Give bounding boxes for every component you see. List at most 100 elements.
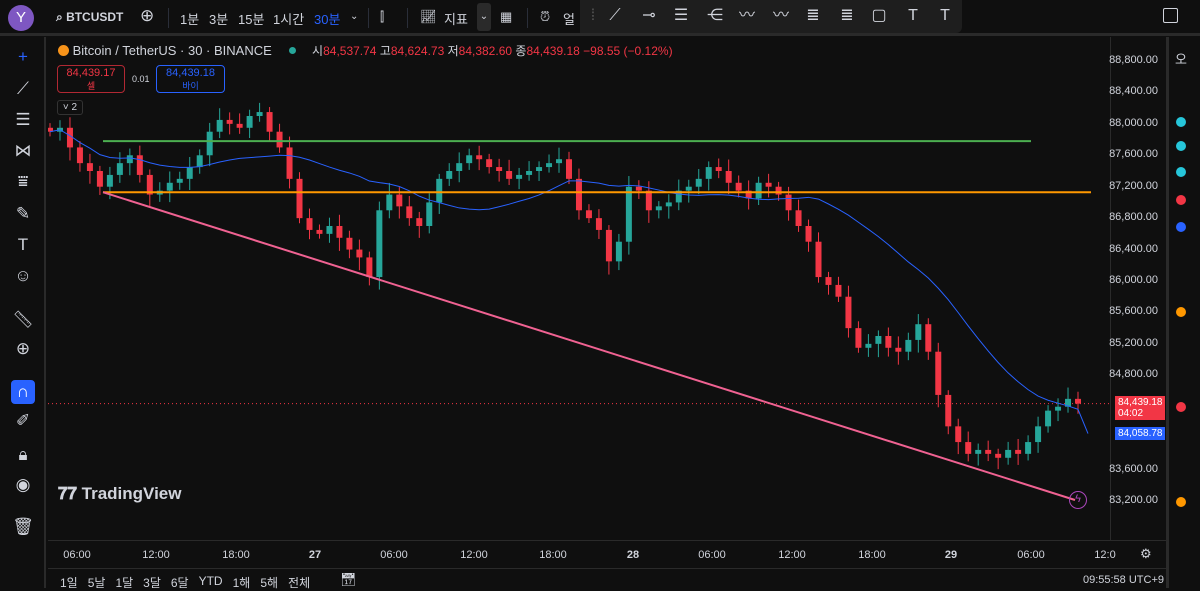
indicators-icon[interactable]: 📈︎ [420,9,437,24]
lightning-alert-icon[interactable]: ϟ [1069,491,1087,509]
anchored-text-icon[interactable]: T [940,7,950,24]
time-tick: 12:00 [460,549,488,561]
watchlist-item-icon[interactable] [1176,222,1186,232]
range-button[interactable]: 전체 [288,576,311,590]
watchlist-icon[interactable]: 오 [1175,52,1187,67]
interval-1h[interactable]: 1시간 [273,12,305,27]
price-axis[interactable]: 88,800.00 88,400.00 88,000.00 87,600.00 87,2… [1109,37,1166,540]
candle-body [126,155,133,164]
indicators-collapse-toggle[interactable]: ˅ 2 [57,100,83,115]
interval-30m[interactable]: 30분 [314,12,341,27]
range-button[interactable]: 1달 [115,576,134,590]
price-chart[interactable] [48,37,1110,540]
close-label: 종 [515,44,527,58]
text-icon[interactable]: T [17,235,29,254]
trash-icon[interactable]: 🗑︎ [12,517,34,536]
chevron-down-icon[interactable]: ⌄ [350,11,359,22]
watchlist-item-icon[interactable] [1176,307,1186,317]
alert-button[interactable]: 얼 [563,12,575,27]
buy-button[interactable]: 84,439.18 바이 [156,65,225,93]
candle-body [755,182,762,199]
interval-3m[interactable]: 3분 [209,12,229,27]
symbol-search[interactable]: ⌕ BTCUSDT [56,10,124,24]
chart-pane[interactable] [48,37,1110,540]
lock-icon[interactable]: 🔒︎ [18,445,28,464]
rectangle-tool-icon[interactable]: ▢ [871,7,887,24]
candle-body [695,178,702,187]
watchlist-item-icon[interactable] [1176,497,1186,507]
watchlist-item-icon[interactable] [1176,195,1186,205]
range-button[interactable]: 5해 [260,576,279,590]
candle-body [765,182,772,187]
trendline-icon[interactable]: ⟋ [17,79,29,98]
indicators-dropdown[interactable]: ⌄ [477,3,491,31]
candle-body [466,155,473,164]
horizontal-ray-icon[interactable]: ⊸ [642,7,656,24]
moving-average-line [49,129,1089,434]
patterns-icon[interactable]: ⋈ [14,141,32,160]
fib-retracement-icon[interactable]: ≣ [806,7,820,24]
fib-extension-icon[interactable]: ≣ [840,7,854,24]
zoom-in-icon[interactable]: ⊕ [15,339,31,358]
candle-body [446,170,453,179]
eye-icon[interactable]: ◉ [15,475,31,494]
avatar[interactable]: Y [8,5,34,31]
time-tick: 12:0 [1094,549,1116,561]
indicators-button[interactable]: 지표 [444,12,468,27]
price-tick: 87,200.00 [1109,179,1158,192]
pitchfork-icon[interactable]: ⋲ [707,7,723,24]
emoji-icon[interactable]: ☺ [14,266,32,285]
pink-trendline [102,191,1076,501]
range-button[interactable]: 1해 [232,576,251,590]
candle-body [136,155,143,175]
watchlist-item-icon[interactable] [1176,141,1186,151]
bitcoin-logo-icon [58,45,69,56]
candle-body [256,112,263,116]
candle-body [306,218,313,230]
axis-settings-icon[interactable]: ⚙ [1140,546,1152,561]
candle-body [905,339,912,352]
interval-1m[interactable]: 1분 [180,12,200,27]
time-axis[interactable]: ⚙ 06:00 12:00 18:00 27 06:00 12:00 18:00 28 06:0… [48,540,1166,568]
parallel-channel-icon[interactable]: ☰ [673,7,689,24]
watchlist-item-icon[interactable] [1176,167,1186,177]
candle-type-icon[interactable]: ⫿ [380,9,385,24]
range-button[interactable]: 5날 [87,576,106,590]
crosshair-icon[interactable]: + [18,47,28,66]
clock[interactable]: 09:55:58 UTC+9 [1082,574,1164,586]
watchlist-item-icon[interactable] [1176,117,1186,127]
lock-drawing-icon[interactable]: ✐ [15,411,31,430]
ruler-icon[interactable]: 📏︎ [12,310,34,329]
interval-15m[interactable]: 15분 [238,12,265,27]
text-tool-icon[interactable]: T [908,7,918,24]
time-tick: 12:00 [142,549,170,561]
candle-body [885,335,892,348]
candle-body [516,174,523,179]
sell-button[interactable]: 84,439.17 셀 [57,65,125,93]
magnet-icon[interactable]: ∩ [11,380,35,404]
layouts-icon[interactable]: ▦ [500,9,513,24]
symbol-title[interactable]: Bitcoin / TetherUS · 30 · BINANCE [72,43,272,58]
trendline-tool-icon[interactable]: ⟋ [609,7,621,24]
candle-body [146,174,153,195]
pattern-15-icon[interactable]: 〰 [738,7,755,24]
fullscreen-icon[interactable] [1163,8,1178,23]
abc-pattern-icon[interactable]: 〰 [772,7,789,24]
fib-icon[interactable]: ☰ [15,110,31,129]
forecast-icon[interactable]: ⩸ [17,172,29,191]
range-button[interactable]: 6달 [170,576,189,590]
range-button[interactable]: 3달 [143,576,161,590]
candle-body [316,229,323,234]
add-symbol-icon[interactable]: ⊕ [140,6,155,25]
candle-body [1015,449,1022,454]
time-tick: 18:00 [222,549,250,561]
candle-body [86,163,93,171]
calendar-icon[interactable]: 📅︎ [340,572,357,587]
alert-icon[interactable]: ⏰︎ [540,9,551,24]
brush-icon[interactable]: ✎ [15,204,31,223]
candle-body [106,174,113,187]
watchlist-item-icon[interactable] [1176,402,1186,412]
drag-handle-icon[interactable]: ⁞ [590,7,596,24]
range-button[interactable]: 1일 [60,576,78,590]
range-button[interactable]: YTD [198,574,223,588]
